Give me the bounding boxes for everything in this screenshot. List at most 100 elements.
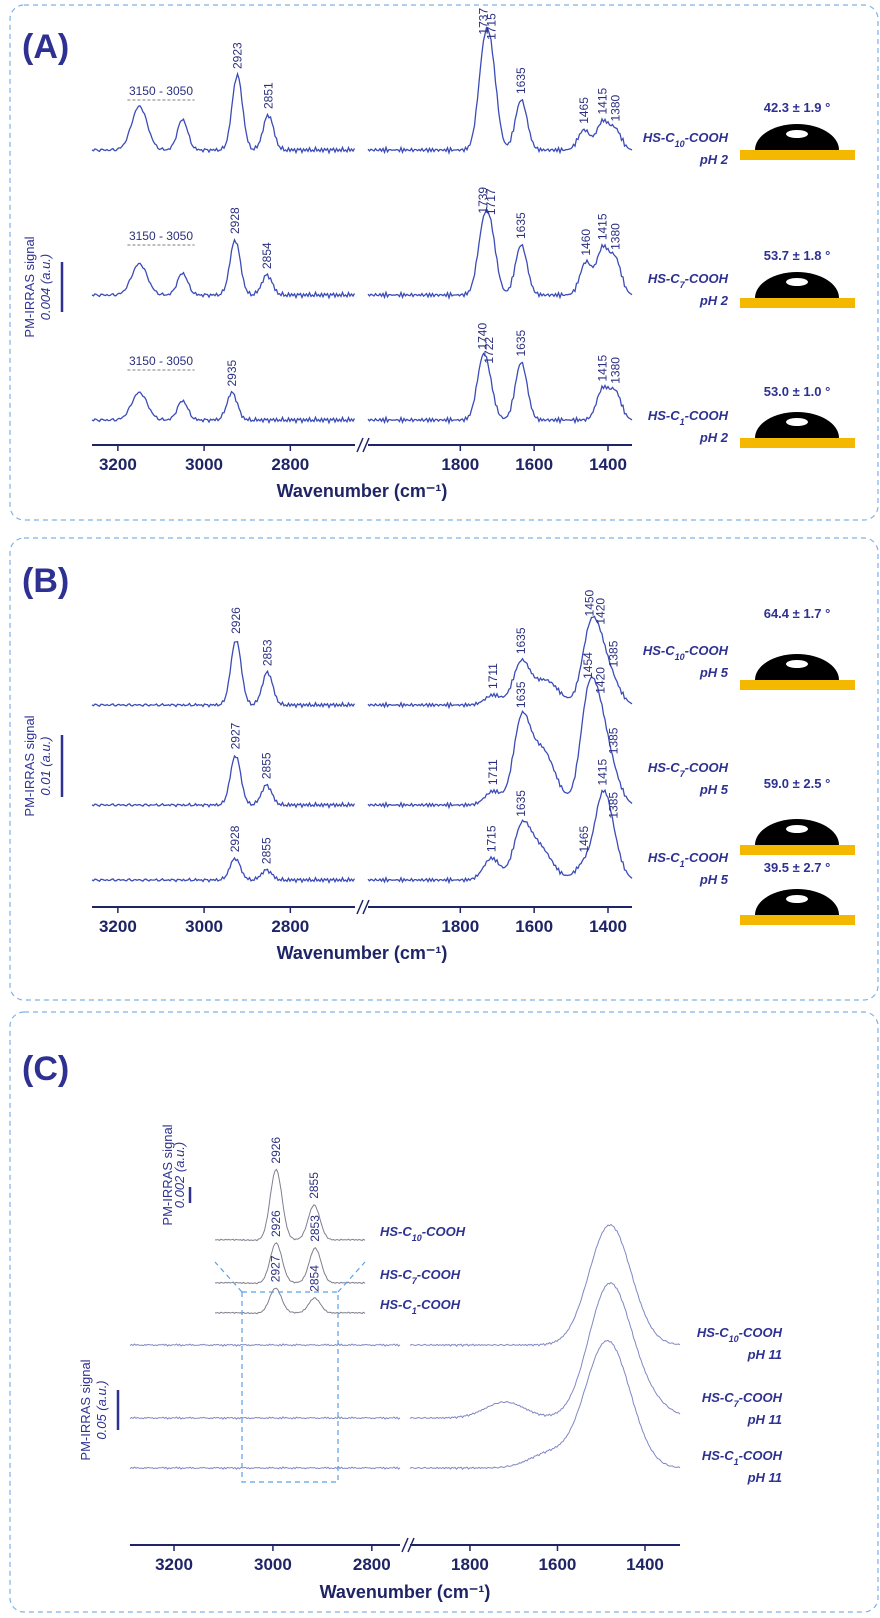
contact-angle: 42.3 ± 1.9 ° (764, 100, 831, 115)
droplet-highlight (786, 278, 808, 286)
spectrum (91, 675, 633, 810)
peak-label: 1635 (514, 627, 528, 654)
peak-label: 2855 (307, 1172, 321, 1199)
panel-frame (9, 4, 879, 521)
condition-label: pH 5 (699, 872, 729, 887)
band-label: 3150 - 3050 (129, 84, 193, 98)
sample-label: HS-C7-COOH (702, 1390, 783, 1409)
sample-prefix: HS-C (648, 760, 680, 775)
peak-label: 2854 (260, 242, 274, 269)
x-tick-label: 2800 (353, 1555, 391, 1574)
sample-prefix: HS-C (648, 271, 680, 286)
y-axis-label: PM-IRRAS signal (160, 1124, 175, 1225)
sample-label: HS-C10-COOH (697, 1325, 783, 1344)
peak-label: 1380 (608, 94, 622, 121)
peak-label: 1415 (595, 87, 609, 114)
axis-break (401, 1537, 415, 1553)
droplet-highlight (786, 130, 808, 138)
spectrum (129, 1281, 681, 1420)
band-label: 3150 - 3050 (129, 354, 193, 368)
sample-prefix: HS-C (648, 850, 680, 865)
sample-prefix: HS-C (648, 408, 680, 423)
peak-label: 1385 (607, 792, 621, 819)
spectrum (91, 352, 633, 426)
sample-label: HS-C1-COOH (648, 408, 729, 427)
sample-label: HS-C10-COOH (643, 130, 729, 149)
x-axis-label: Wavenumber (cm⁻¹) (320, 1582, 491, 1602)
contact-angle: 64.4 ± 1.7 ° (764, 606, 831, 621)
sample-suffix: -COOH (739, 1448, 783, 1463)
sample-label: HS-C7-COOH (380, 1267, 461, 1286)
peak-label: 2928 (228, 825, 242, 852)
sample-prefix: HS-C (380, 1267, 412, 1282)
spectrum (129, 1339, 681, 1470)
spectrum (91, 788, 633, 885)
peak-label: 1415 (595, 759, 609, 786)
condition-label: pH 11 (747, 1412, 782, 1427)
peak-label: 1722 (482, 337, 496, 364)
peak-label: 2854 (308, 1265, 322, 1292)
x-tick-label: 1800 (441, 455, 479, 474)
scale-bar-label: 0.002 (a.u.) (172, 1142, 187, 1209)
peak-label: 1450 (583, 589, 597, 616)
x-tick-label: 1400 (589, 917, 627, 936)
x-tick-label: 1600 (515, 917, 553, 936)
peak-label: 2927 (269, 1255, 283, 1282)
x-tick-label: 3200 (155, 1555, 193, 1574)
x-tick-label: 2800 (271, 455, 309, 474)
x-tick-label: 3200 (99, 917, 137, 936)
peak-label: 2855 (260, 837, 274, 864)
sample-subscript: 1 (412, 1306, 417, 1316)
sample-suffix: -COOH (685, 760, 729, 775)
sample-suffix: -COOH (685, 643, 729, 658)
peak-label: 2926 (229, 607, 243, 634)
scale-bar-label: 0.01 (a.u.) (38, 736, 53, 795)
sample-prefix: HS-C (380, 1224, 412, 1239)
sample-label: HS-C1-COOH (648, 850, 729, 869)
x-tick-label: 1600 (515, 455, 553, 474)
substrate (740, 150, 855, 160)
sample-prefix: HS-C (643, 130, 675, 145)
condition-label: pH 11 (747, 1347, 782, 1362)
sample-label: HS-C1-COOH (702, 1448, 783, 1467)
sample-label: HS-C1-COOH (380, 1297, 461, 1316)
sample-label: HS-C10-COOH (643, 643, 729, 662)
band-label: 3150 - 3050 (129, 229, 193, 243)
panel-frame (9, 537, 879, 1001)
sample-suffix: -COOH (685, 408, 729, 423)
condition-label: pH 5 (699, 665, 729, 680)
spectrum (129, 1223, 681, 1347)
substrate (740, 438, 855, 448)
x-tick-label: 3000 (185, 917, 223, 936)
sample-label: HS-C7-COOH (648, 760, 729, 779)
sample-suffix: -COOH (422, 1224, 466, 1239)
peak-label: 2935 (225, 359, 239, 386)
x-tick-label: 3000 (254, 1555, 292, 1574)
condition-label: pH 5 (699, 782, 729, 797)
y-axis-label: PM-IRRAS signal (22, 715, 37, 816)
sample-subscript: 7 (680, 769, 686, 779)
substrate (740, 298, 855, 308)
sample-suffix: -COOH (417, 1297, 461, 1312)
sample-label: HS-C7-COOH (648, 271, 729, 290)
peak-label: 1635 (514, 681, 528, 708)
peak-label: 2926 (269, 1137, 283, 1164)
sample-prefix: HS-C (380, 1297, 412, 1312)
sample-subscript: 1 (680, 417, 685, 427)
spectrum (91, 26, 633, 156)
peak-label: 1420 (594, 598, 608, 625)
zoom-lines (214, 1261, 366, 1293)
x-tick-label: 2800 (271, 917, 309, 936)
peak-label: 1715 (485, 825, 499, 852)
contact-angle: 53.7 ± 1.8 ° (764, 248, 831, 263)
peak-label: 2923 (230, 42, 244, 69)
droplet-highlight (786, 660, 808, 668)
zoom-box (241, 1291, 339, 1483)
y-axis-label: PM-IRRAS signal (78, 1359, 93, 1460)
condition-label: pH 2 (699, 152, 729, 167)
panel-label: (B) (22, 562, 69, 600)
panel-label: (A) (22, 28, 69, 66)
substrate (740, 845, 855, 855)
x-axis-label: Wavenumber (cm⁻¹) (277, 943, 448, 963)
